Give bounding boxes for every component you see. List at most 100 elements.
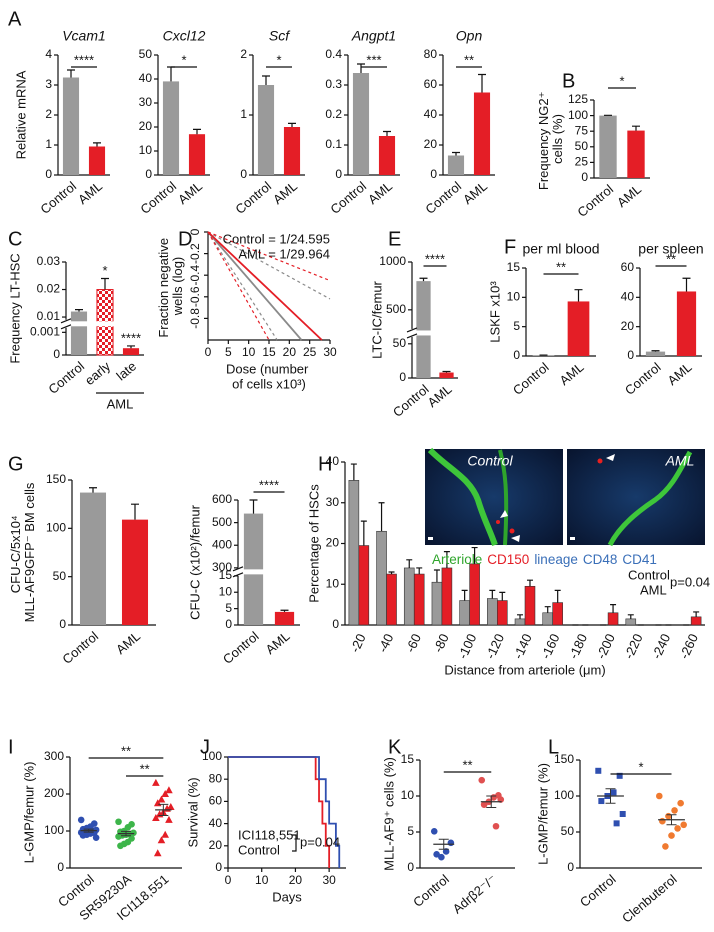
y-tick-label: 25: [575, 155, 589, 169]
chart-title: per spleen: [638, 241, 703, 257]
significance-label: ****: [425, 251, 445, 266]
error-bar: [127, 345, 135, 349]
x-tick-label: Control: [577, 871, 619, 910]
sem-bar: [121, 830, 131, 837]
y-tick-label: 10: [139, 143, 153, 157]
error-bar: [499, 591, 506, 601]
y-tick-label: 50: [575, 139, 589, 153]
y-tick-label: 40: [621, 290, 635, 304]
error-bar: [489, 589, 496, 599]
y-tick-label: 5: [513, 319, 520, 333]
bar: [645, 351, 666, 356]
panel-label: K: [388, 736, 402, 758]
y-axis-label: LSKF x10³: [487, 281, 502, 343]
bar: [70, 311, 88, 355]
y-tick-label: 300: [212, 560, 232, 574]
y-tick-label: 80: [209, 771, 223, 785]
error-bar: [193, 128, 201, 135]
x-tick-label: -20: [347, 631, 369, 654]
significance-label: ***: [366, 52, 381, 67]
x-tick-label: -240: [649, 631, 674, 661]
error-bar: [416, 567, 423, 575]
error-bar: [167, 66, 175, 82]
error-bar: [67, 69, 75, 78]
y-tick-label: 50: [53, 569, 67, 583]
x-tick-label: -100: [455, 631, 480, 661]
significance-label: **: [556, 259, 566, 274]
bar: [348, 480, 360, 626]
x-tick-label: AML: [665, 359, 695, 388]
significance-label: *: [638, 759, 643, 774]
x-tick-label: Control: [327, 178, 369, 216]
point: [680, 821, 687, 829]
x-tick-label: AML: [263, 628, 293, 657]
bar: [625, 618, 637, 626]
bar: [358, 545, 370, 626]
bar: [607, 612, 619, 626]
y-tick-label: 0: [513, 348, 520, 362]
y-tick-label: 30: [139, 95, 153, 109]
bar: [121, 519, 149, 625]
error-bar: [419, 277, 428, 282]
y-tick-label: 0.2: [325, 107, 342, 121]
x-tick-label: -260: [676, 631, 701, 661]
y-tick-label: 400: [212, 537, 232, 551]
point: [478, 776, 486, 784]
significance-label: **: [121, 743, 131, 758]
point: [447, 839, 455, 847]
point: [671, 807, 678, 814]
x-tick-label: 25: [303, 345, 317, 359]
x-tick-label: AML: [460, 178, 490, 207]
chart-title: per ml blood: [522, 241, 599, 257]
y-axis-label: LTC-IC/femur: [369, 280, 384, 358]
significance-label: ****: [74, 52, 94, 67]
error-bar: [280, 609, 289, 612]
x-tick-label: 0: [205, 345, 212, 359]
error-bar: [526, 579, 533, 587]
y-tick-label: 2: [240, 47, 247, 61]
error-bar: [378, 502, 385, 532]
point: [115, 818, 122, 826]
y-axis-label: CFU-C (x10²)/femur: [187, 504, 202, 620]
chart-title: Opn: [456, 28, 483, 44]
break-mark: [406, 327, 418, 339]
y-tick-label: 50: [393, 336, 407, 350]
x-tick-label: 15: [262, 345, 276, 359]
panel-label: E: [388, 228, 401, 250]
point: [442, 848, 450, 855]
error-bar: [554, 589, 561, 603]
panel-label: I: [8, 736, 14, 758]
y-tick-label: 600: [212, 492, 232, 506]
legend-label: Control: [628, 567, 670, 582]
x-axis-label: Distance from arteriole (μm): [444, 662, 605, 677]
sem-bar: [438, 838, 449, 850]
bar: [431, 581, 443, 626]
x-tick-label: -40: [375, 631, 397, 654]
significance-label: **: [666, 251, 676, 266]
error-bar: [471, 546, 478, 564]
point: [152, 814, 160, 822]
bar: [413, 573, 425, 626]
error-bar: [610, 604, 617, 613]
y-tick-label: 10: [219, 584, 233, 598]
bar: [62, 77, 80, 175]
y-tick-label: 50: [561, 824, 575, 838]
x-tick-label: -160: [538, 631, 563, 661]
annotation: p=0.04: [670, 574, 710, 589]
bar: [552, 602, 563, 626]
y-tick-label: 0: [59, 617, 66, 631]
sem-bar: [486, 795, 497, 809]
y-tick-label: 1000: [379, 254, 406, 268]
caption-word: lineage: [534, 552, 578, 567]
point: [161, 790, 169, 797]
y-tick-label: -0.2: [188, 243, 202, 264]
point: [152, 778, 160, 786]
y-tick-label: 20: [424, 137, 438, 151]
sem-bar: [666, 814, 677, 826]
bar: [403, 567, 415, 626]
chart-title: Cxcl12: [163, 28, 206, 44]
x-tick-label: AML: [365, 178, 395, 207]
point: [165, 815, 173, 823]
y-axis-label: Relative mRNA: [13, 70, 28, 159]
y-tick-label: 3: [45, 77, 52, 91]
